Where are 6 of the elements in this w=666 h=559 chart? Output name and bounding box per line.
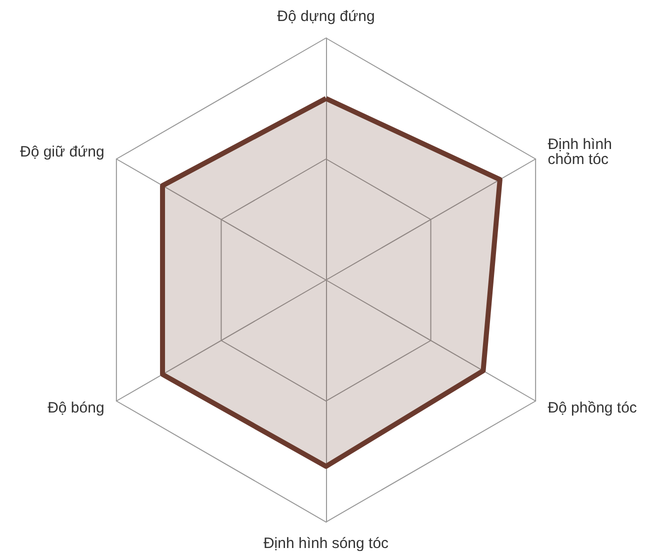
spoke-label: Độ bóng [48,400,104,416]
spoke-label: Độ giữ đứng [20,144,104,160]
spoke-label: Độ dựng đứng [277,8,375,25]
spoke-label: Định hình sóng tóc [263,535,390,552]
spoke-label: Độ phồng tóc [548,400,638,416]
spoke-label: Định hình chỏm tóc [548,136,612,168]
